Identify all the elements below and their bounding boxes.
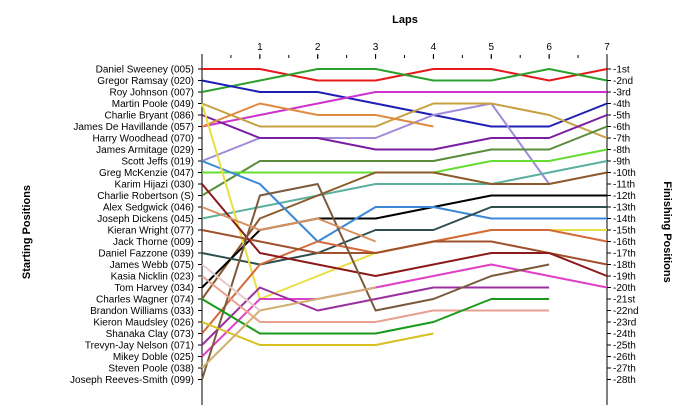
start-position-label: Jack Thorne (009) [113,237,194,248]
series-line-27 [201,286,376,369]
start-position-label: Brandon Williams (033) [90,306,194,317]
finish-position-label: -21st [613,295,635,306]
start-position-label: James Webb (075) [110,260,194,271]
x-tick-label: 6 [546,42,552,53]
start-position-label: Mikey Doble (025) [113,352,194,363]
series-line-26 [201,206,376,243]
series-line-11 [201,160,608,220]
x-tick-label: 7 [604,42,610,53]
start-position-label: James Armitage (029) [96,145,194,156]
x-axis-title: Laps [392,14,418,26]
finish-position-label: -3rd [613,88,631,99]
start-position-label: Scott Jeffs (019) [121,157,194,168]
start-position-label: Charles Wagner (074) [96,295,194,306]
finish-position-label: -13th [613,203,636,214]
finish-position-label: -20th [613,283,636,294]
start-position-label: Karim Hijazi (030) [115,180,194,191]
series-line-3 [201,79,608,128]
series-line-2 [201,68,608,93]
finish-position-label: -10th [613,168,636,179]
finish-position-label: -1st [613,65,630,76]
series-line-19 [201,183,608,277]
series-line-20 [201,263,608,358]
finish-position-label: -25th [613,341,636,352]
finish-position-label: -22nd [613,306,639,317]
x-tick-label: 5 [489,42,495,53]
finish-position-label: -27th [613,364,636,375]
start-position-label: James De Havillande (057) [73,122,194,133]
start-position-label: Daniel Sweeney (005) [96,65,194,76]
finish-position-label: -11th [613,180,635,191]
start-position-label: Tom Harvey (034) [115,283,194,294]
finish-position-label: -9th [613,157,630,168]
start-position-label: Martin Poole (049) [112,99,194,110]
start-position-label: Harry Woodhead (070) [92,134,194,145]
series-line-12 [201,171,608,300]
start-position-label: Kasia Nicklin (023) [111,272,194,283]
finish-position-label: -23rd [613,318,636,329]
finish-position-label: -8th [613,145,630,156]
start-position-label: Kieran Wright (077) [107,226,194,237]
y-axis-title-left: Starting Positions [21,185,33,279]
x-tick-label: 3 [373,42,379,53]
start-position-label: Joseph Dickens (045) [97,214,194,225]
finish-position-label: -15th [613,226,636,237]
finish-position-label: -26th [613,352,636,363]
finish-position-label: -19th [613,272,636,283]
series-line-21 [201,286,550,346]
start-position-label: Joseph Reeves-Smith (099) [70,375,194,386]
finish-position-label: -17th [613,249,636,260]
start-position-label: Steven Poole (038) [108,364,194,375]
series-line-18 [201,229,608,266]
series-line-25 [201,321,434,346]
series-line-4 [201,91,607,128]
series-line-6 [201,102,608,139]
series-line-23 [201,275,550,323]
y-axis-title-right: Finishing Positions [661,181,673,282]
series-line-24 [201,298,550,335]
series-line-8 [201,125,608,197]
finish-position-label: -6th [613,122,630,133]
finish-position-label: -28th [613,375,636,386]
series-line-9 [201,102,434,128]
series-line-28 [201,263,261,312]
start-position-label: Trevyn-Jay Nelson (071) [85,341,194,352]
finish-position-label: -2nd [613,76,633,87]
start-position-label: Daniel Fazzone (039) [98,249,194,260]
finish-position-label: -4th [613,99,630,110]
tick-labels: 1 2 3 4 5 6 7 Daniel Sweeney (005)Gregor Ramsay… [70,42,639,386]
x-tick-label: 2 [315,42,321,53]
finish-position-label: -18th [613,260,636,271]
start-position-label: Greg McKenzie (047) [99,168,194,179]
finish-position-label: -12th [613,191,636,202]
start-position-label: Gregor Ramsay (020) [97,76,194,87]
series-line-7 [201,114,608,151]
start-position-label: Shanaka Clay (073) [106,329,194,340]
finish-position-label: -5th [613,111,630,122]
start-position-label: Charlie Bryant (086) [105,111,194,122]
series-line-22 [201,183,550,380]
start-position-label: Kieron Maudsley (026) [93,318,194,329]
start-position-label: Alex Sedgwick (046) [103,203,194,214]
start-position-label: Roy Johnson (007) [110,88,195,99]
x-tick-label: 1 [257,42,263,53]
finish-position-label: -7th [613,134,630,145]
finish-position-label: -14th [613,214,636,225]
start-position-label: Charlie Robertson (S) [97,191,194,202]
series-line-15 [201,206,607,266]
finish-position-label: -16th [613,237,636,248]
series-lines [201,68,608,380]
finish-position-label: -24th [613,329,636,340]
x-tick-label: 4 [431,42,437,53]
